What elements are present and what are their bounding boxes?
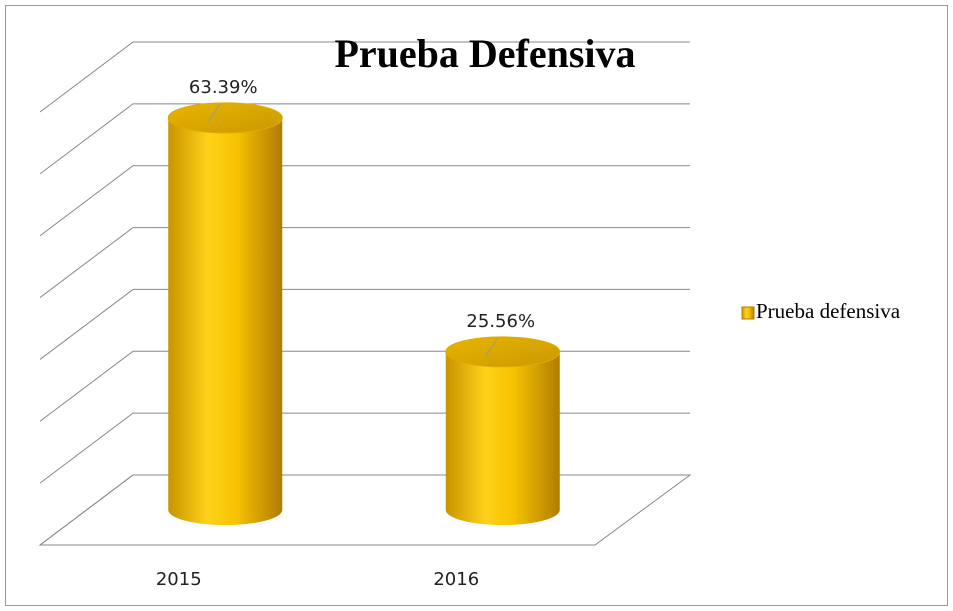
- grid-line: [39, 227, 690, 298]
- bar-body: [445, 351, 560, 525]
- legend-label: Prueba defensiva: [756, 299, 901, 323]
- legend-marker: [741, 306, 755, 320]
- grid-line: [39, 288, 690, 360]
- label-leader: [485, 337, 499, 357]
- grid-line: [39, 41, 690, 113]
- grid-line: [39, 103, 690, 175]
- bar-top: [167, 102, 283, 134]
- label-leader: [207, 103, 221, 123]
- chart-title: Prueba Defensiva: [334, 31, 635, 76]
- bar-top: [445, 336, 561, 368]
- bar: [445, 336, 561, 525]
- grid-line: [39, 165, 690, 237]
- bar-body: [168, 117, 283, 525]
- data-label: 63.39%: [189, 77, 258, 98]
- x-tick-label: 2015: [156, 569, 202, 590]
- x-tick-label: 2016: [433, 569, 479, 590]
- data-label: 25.56%: [466, 311, 535, 332]
- bar: [167, 102, 283, 525]
